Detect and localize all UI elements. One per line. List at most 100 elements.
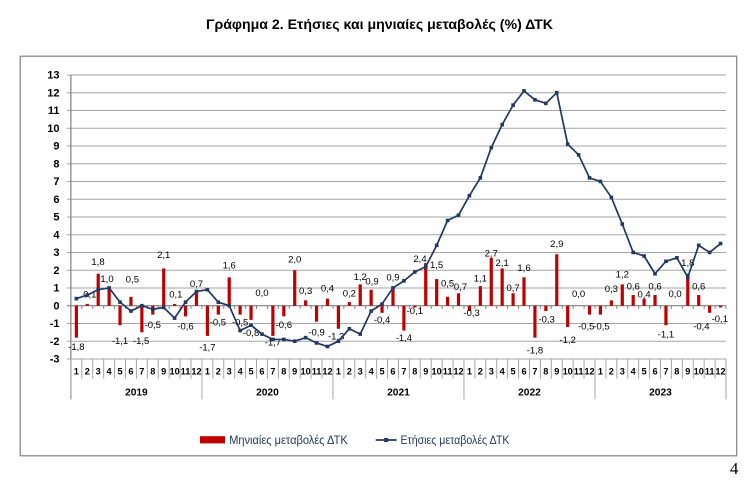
- svg-text:11: 11: [48, 105, 60, 117]
- svg-text:-0,1: -0,1: [712, 314, 728, 325]
- svg-text:1: 1: [205, 367, 210, 377]
- svg-text:10: 10: [301, 367, 311, 377]
- svg-text:12: 12: [584, 367, 594, 377]
- svg-text:10: 10: [47, 123, 59, 135]
- svg-text:0,7: 0,7: [454, 282, 467, 293]
- svg-text:4: 4: [107, 367, 113, 377]
- svg-text:7: 7: [270, 367, 275, 377]
- svg-text:9: 9: [423, 367, 428, 377]
- svg-text:2: 2: [478, 367, 483, 377]
- svg-text:3: 3: [96, 367, 101, 377]
- svg-text:1: 1: [74, 367, 79, 377]
- svg-text:2021: 2021: [387, 388, 410, 399]
- svg-text:2,1: 2,1: [496, 258, 509, 269]
- svg-text:2020: 2020: [256, 388, 279, 399]
- svg-text:8: 8: [53, 158, 59, 170]
- svg-text:1,5: 1,5: [430, 260, 443, 271]
- svg-text:0,1: 0,1: [169, 290, 182, 301]
- svg-text:3: 3: [53, 247, 59, 259]
- svg-text:11: 11: [181, 367, 191, 377]
- svg-text:10: 10: [694, 367, 704, 377]
- svg-text:1,2: 1,2: [616, 270, 629, 281]
- svg-text:0,7: 0,7: [190, 279, 203, 290]
- svg-text:8: 8: [412, 367, 417, 377]
- svg-text:3: 3: [620, 367, 625, 377]
- svg-text:-0,6: -0,6: [177, 321, 193, 332]
- svg-text:0,0: 0,0: [668, 289, 681, 300]
- svg-text:7: 7: [139, 367, 144, 377]
- svg-text:2: 2: [347, 367, 352, 377]
- svg-text:-0,3: -0,3: [463, 308, 479, 319]
- svg-text:-0,6: -0,6: [276, 320, 292, 331]
- svg-text:3: 3: [358, 367, 363, 377]
- svg-text:4: 4: [500, 367, 506, 377]
- svg-text:1,8: 1,8: [91, 257, 104, 268]
- svg-text:0,1: 0,1: [83, 289, 96, 300]
- svg-text:0,3: 0,3: [605, 284, 618, 295]
- svg-text:0,4: 0,4: [638, 290, 651, 301]
- svg-text:5: 5: [117, 367, 122, 377]
- svg-text:0,5: 0,5: [126, 274, 139, 285]
- svg-text:9: 9: [53, 141, 59, 153]
- svg-text:1,8: 1,8: [681, 258, 694, 269]
- svg-text:9: 9: [554, 367, 559, 377]
- svg-text:-0,3: -0,3: [538, 315, 554, 326]
- svg-text:6: 6: [259, 367, 264, 377]
- svg-text:5: 5: [248, 367, 253, 377]
- svg-text:0,6: 0,6: [692, 282, 705, 293]
- svg-text:11: 11: [312, 367, 322, 377]
- svg-text:5: 5: [511, 367, 516, 377]
- svg-text:12: 12: [715, 367, 725, 377]
- svg-text:-1,7: -1,7: [199, 343, 215, 354]
- svg-text:0: 0: [53, 300, 59, 312]
- svg-text:-0,5: -0,5: [578, 322, 594, 333]
- svg-text:2,1: 2,1: [157, 250, 170, 261]
- svg-text:Γράφημα 2. Ετήσιες και μηνιαίε: Γράφημα 2. Ετήσιες και μηνιαίες μεταβολέ…: [206, 17, 554, 33]
- svg-text:0,0: 0,0: [255, 288, 268, 299]
- svg-text:-0,8: -0,8: [243, 328, 259, 339]
- svg-text:1,6: 1,6: [223, 261, 236, 272]
- svg-text:6: 6: [128, 367, 133, 377]
- svg-text:0,0: 0,0: [572, 289, 585, 300]
- svg-text:8: 8: [150, 367, 155, 377]
- svg-text:-3: -3: [50, 354, 60, 366]
- svg-text:10: 10: [563, 367, 573, 377]
- svg-text:-0,4: -0,4: [693, 321, 709, 332]
- svg-text:2019: 2019: [125, 388, 148, 399]
- svg-text:0,6: 0,6: [648, 282, 661, 293]
- svg-text:7: 7: [532, 367, 537, 377]
- svg-text:11: 11: [705, 367, 715, 377]
- svg-text:2: 2: [53, 265, 59, 277]
- svg-text:1,0: 1,0: [100, 274, 113, 285]
- svg-text:6: 6: [521, 367, 526, 377]
- svg-text:-2: -2: [50, 336, 60, 348]
- svg-text:12: 12: [47, 87, 59, 99]
- svg-text:-1,1: -1,1: [112, 336, 128, 347]
- svg-text:-1,2: -1,2: [559, 335, 575, 346]
- svg-text:2022: 2022: [518, 388, 541, 399]
- svg-text:2,7: 2,7: [485, 249, 498, 260]
- svg-text:4: 4: [369, 367, 375, 377]
- svg-text:1: 1: [467, 367, 472, 377]
- svg-text:2,9: 2,9: [550, 239, 563, 250]
- svg-text:9: 9: [161, 367, 166, 377]
- svg-text:10: 10: [170, 367, 180, 377]
- svg-text:-1,4: -1,4: [396, 333, 412, 344]
- svg-text:Ετήσιες μεταβολές ΔΤΚ: Ετήσιες μεταβολές ΔΤΚ: [401, 433, 510, 447]
- svg-text:8: 8: [543, 367, 548, 377]
- svg-text:12: 12: [453, 367, 463, 377]
- svg-text:-1,8: -1,8: [527, 345, 543, 356]
- svg-text:0,5: 0,5: [441, 279, 454, 290]
- svg-text:8: 8: [281, 367, 286, 377]
- svg-text:8: 8: [674, 367, 679, 377]
- svg-text:1: 1: [336, 367, 341, 377]
- svg-text:0,6: 0,6: [627, 282, 640, 293]
- svg-text:13: 13: [47, 70, 59, 82]
- svg-text:3: 3: [489, 367, 494, 377]
- svg-text:4: 4: [53, 229, 60, 241]
- svg-text:1: 1: [53, 283, 59, 295]
- svg-text:-0,5: -0,5: [232, 318, 248, 329]
- svg-text:-0,5: -0,5: [593, 322, 609, 333]
- svg-text:0,9: 0,9: [365, 277, 378, 288]
- svg-text:6: 6: [53, 194, 59, 206]
